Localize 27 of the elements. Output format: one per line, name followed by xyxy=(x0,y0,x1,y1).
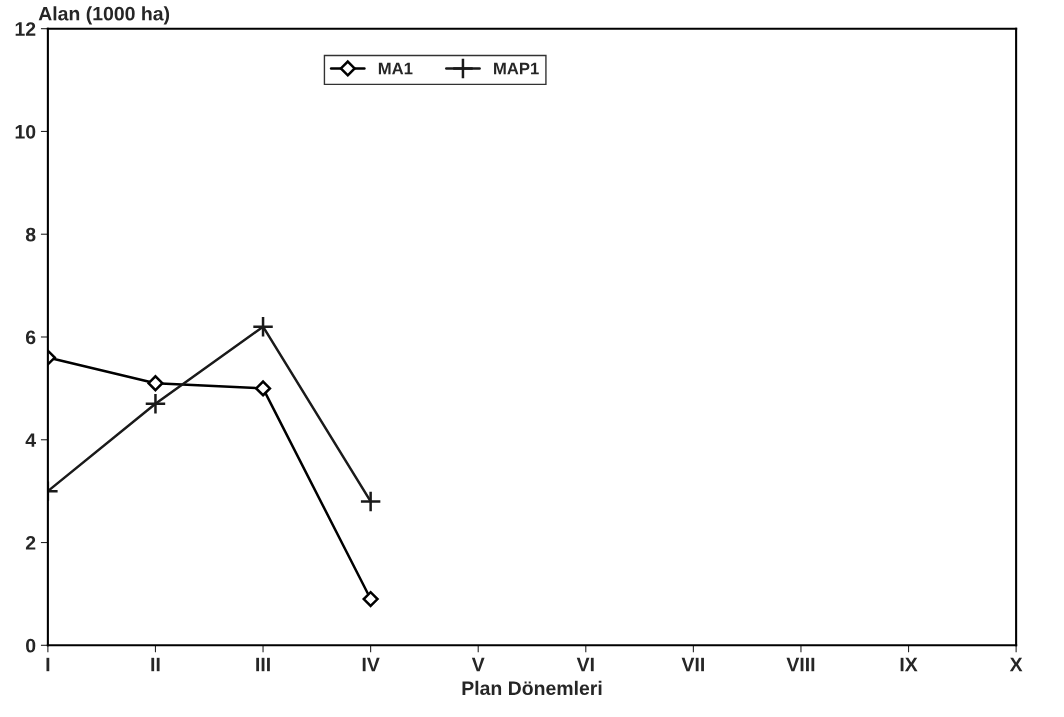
point xyxy=(362,590,379,608)
y-tick-label: 10 xyxy=(15,124,36,139)
x-axis-title: Plan Dönemleri xyxy=(462,680,602,696)
y-tick-label: 0 xyxy=(26,638,36,653)
x-tick-label: VIII xyxy=(786,657,815,672)
x-tick-label: III xyxy=(256,657,270,672)
point xyxy=(147,375,164,392)
x-tick-label: V xyxy=(471,657,485,672)
legend-label: MAP1 xyxy=(494,62,539,75)
x-tick-label: VII xyxy=(681,657,704,672)
point xyxy=(254,380,272,397)
x-tick-label: IV xyxy=(362,657,380,672)
y-tick-label: 2 xyxy=(25,536,36,550)
x-tick-label: II xyxy=(151,657,160,672)
x-tick-label: X xyxy=(1009,657,1023,672)
legend-label: MA1 xyxy=(378,62,413,75)
y-axis-title: Alan (1000 ha) xyxy=(38,6,170,25)
y-tick-label: 4 xyxy=(25,433,36,447)
y-tick-label: 6 xyxy=(25,330,36,345)
x-tick-label: IX xyxy=(900,657,918,672)
x-tick-label: I xyxy=(46,657,50,672)
point xyxy=(359,490,382,513)
y-tick-label: 8 xyxy=(25,227,36,242)
point xyxy=(252,315,275,338)
x-tick-label: VI xyxy=(576,657,594,672)
y-tick-label: 12 xyxy=(15,22,36,36)
point xyxy=(144,392,167,415)
